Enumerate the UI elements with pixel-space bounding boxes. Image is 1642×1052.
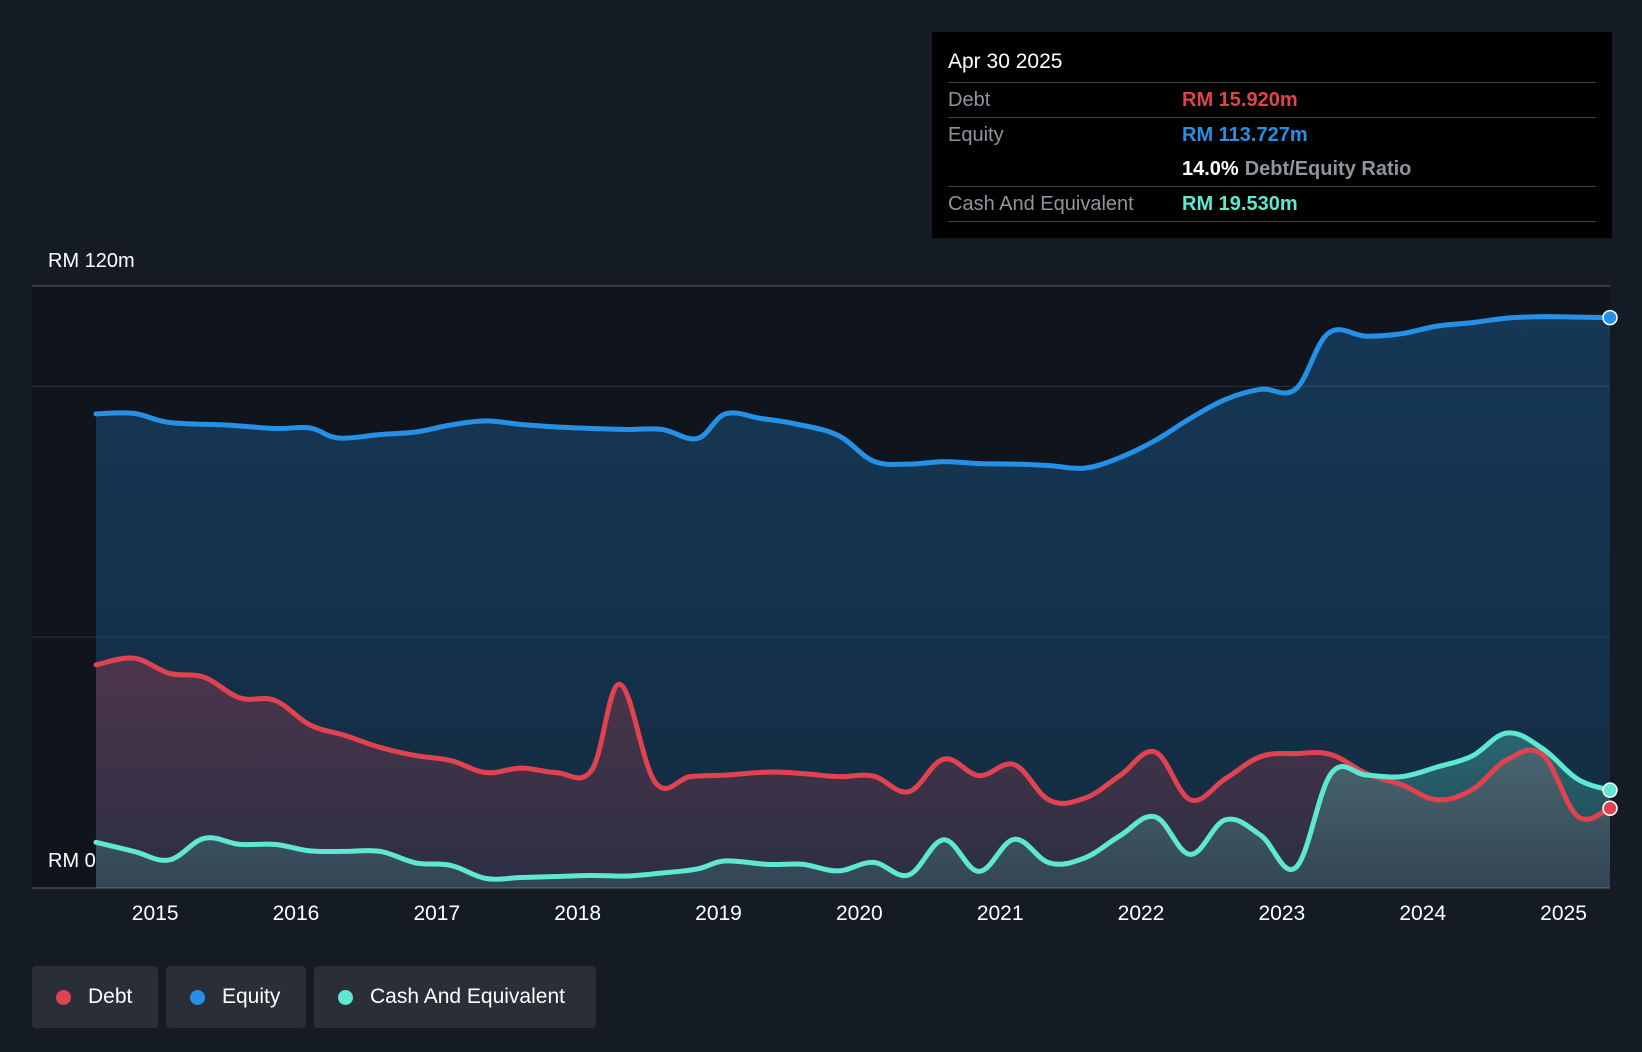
x-tick-label: 2024 bbox=[1399, 902, 1446, 925]
legend-item-debt[interactable]: Debt bbox=[32, 966, 158, 1028]
equity-area bbox=[96, 316, 1610, 888]
tooltip-cash-label: Cash And Equivalent bbox=[948, 193, 1134, 215]
x-tick-label: 2018 bbox=[554, 902, 601, 925]
x-tick-label: 2015 bbox=[132, 902, 179, 925]
legend-cash-label: Cash And Equivalent bbox=[370, 985, 565, 1008]
legend-item-equity[interactable]: Equity bbox=[166, 966, 306, 1028]
tooltip-cash-row: Cash And Equivalent RM 19.530m bbox=[948, 187, 1596, 222]
x-tick-label: 2023 bbox=[1258, 902, 1305, 925]
tooltip-debt-row: Debt RM 15.920m bbox=[948, 83, 1596, 118]
tooltip-debt-label: Debt bbox=[948, 89, 991, 111]
equity-line bbox=[93, 314, 1613, 471]
tooltip-date: Apr 30 2025 bbox=[948, 46, 1596, 83]
cash-area bbox=[96, 732, 1610, 888]
debt-line bbox=[93, 655, 1613, 822]
equity-end-marker bbox=[1602, 309, 1618, 326]
cash-dot-icon bbox=[338, 990, 353, 1005]
tooltip-equity-row: Equity RM 113.727m bbox=[948, 118, 1596, 152]
x-tick-label: 2019 bbox=[695, 902, 742, 925]
y-axis-top-label: RM 120m bbox=[48, 250, 135, 272]
legend-item-cash[interactable]: Cash And Equivalent bbox=[314, 966, 596, 1028]
x-tick-label: 2022 bbox=[1118, 902, 1165, 925]
cash-end-marker bbox=[1602, 782, 1618, 798]
tooltip-cash-value: RM 19.530m bbox=[1182, 193, 1298, 215]
debt-end-marker bbox=[1602, 800, 1618, 816]
x-tick-label: 2020 bbox=[836, 902, 883, 925]
tooltip-ratio-value: 14.0% bbox=[1182, 158, 1239, 180]
tooltip-ratio: 14.0% Debt/Equity Ratio bbox=[1182, 152, 1411, 186]
tooltip-equity-value: RM 113.727m bbox=[1182, 124, 1308, 146]
x-tick-label: 2021 bbox=[977, 902, 1024, 925]
tooltip-equity-label: Equity bbox=[948, 124, 1004, 146]
debt-dot-icon bbox=[56, 990, 71, 1005]
equity-dot-icon bbox=[190, 990, 205, 1005]
x-tick-label: 2017 bbox=[413, 902, 460, 925]
y-axis-bottom-label: RM 0 bbox=[48, 850, 96, 872]
tooltip-panel: Apr 30 2025 Debt RM 15.920m Equity RM 11… bbox=[932, 32, 1612, 238]
cash-line bbox=[93, 730, 1613, 882]
x-tick-label: 2016 bbox=[273, 902, 320, 925]
tooltip-ratio-label: Debt/Equity Ratio bbox=[1244, 158, 1412, 180]
x-tick-label: 2025 bbox=[1540, 902, 1587, 925]
tooltip-debt-value: RM 15.920m bbox=[1182, 89, 1298, 111]
tooltip-ratio-row: 14.0% Debt/Equity Ratio bbox=[948, 152, 1596, 187]
legend-debt-label: Debt bbox=[88, 985, 133, 1008]
legend-equity-label: Equity bbox=[222, 985, 281, 1008]
